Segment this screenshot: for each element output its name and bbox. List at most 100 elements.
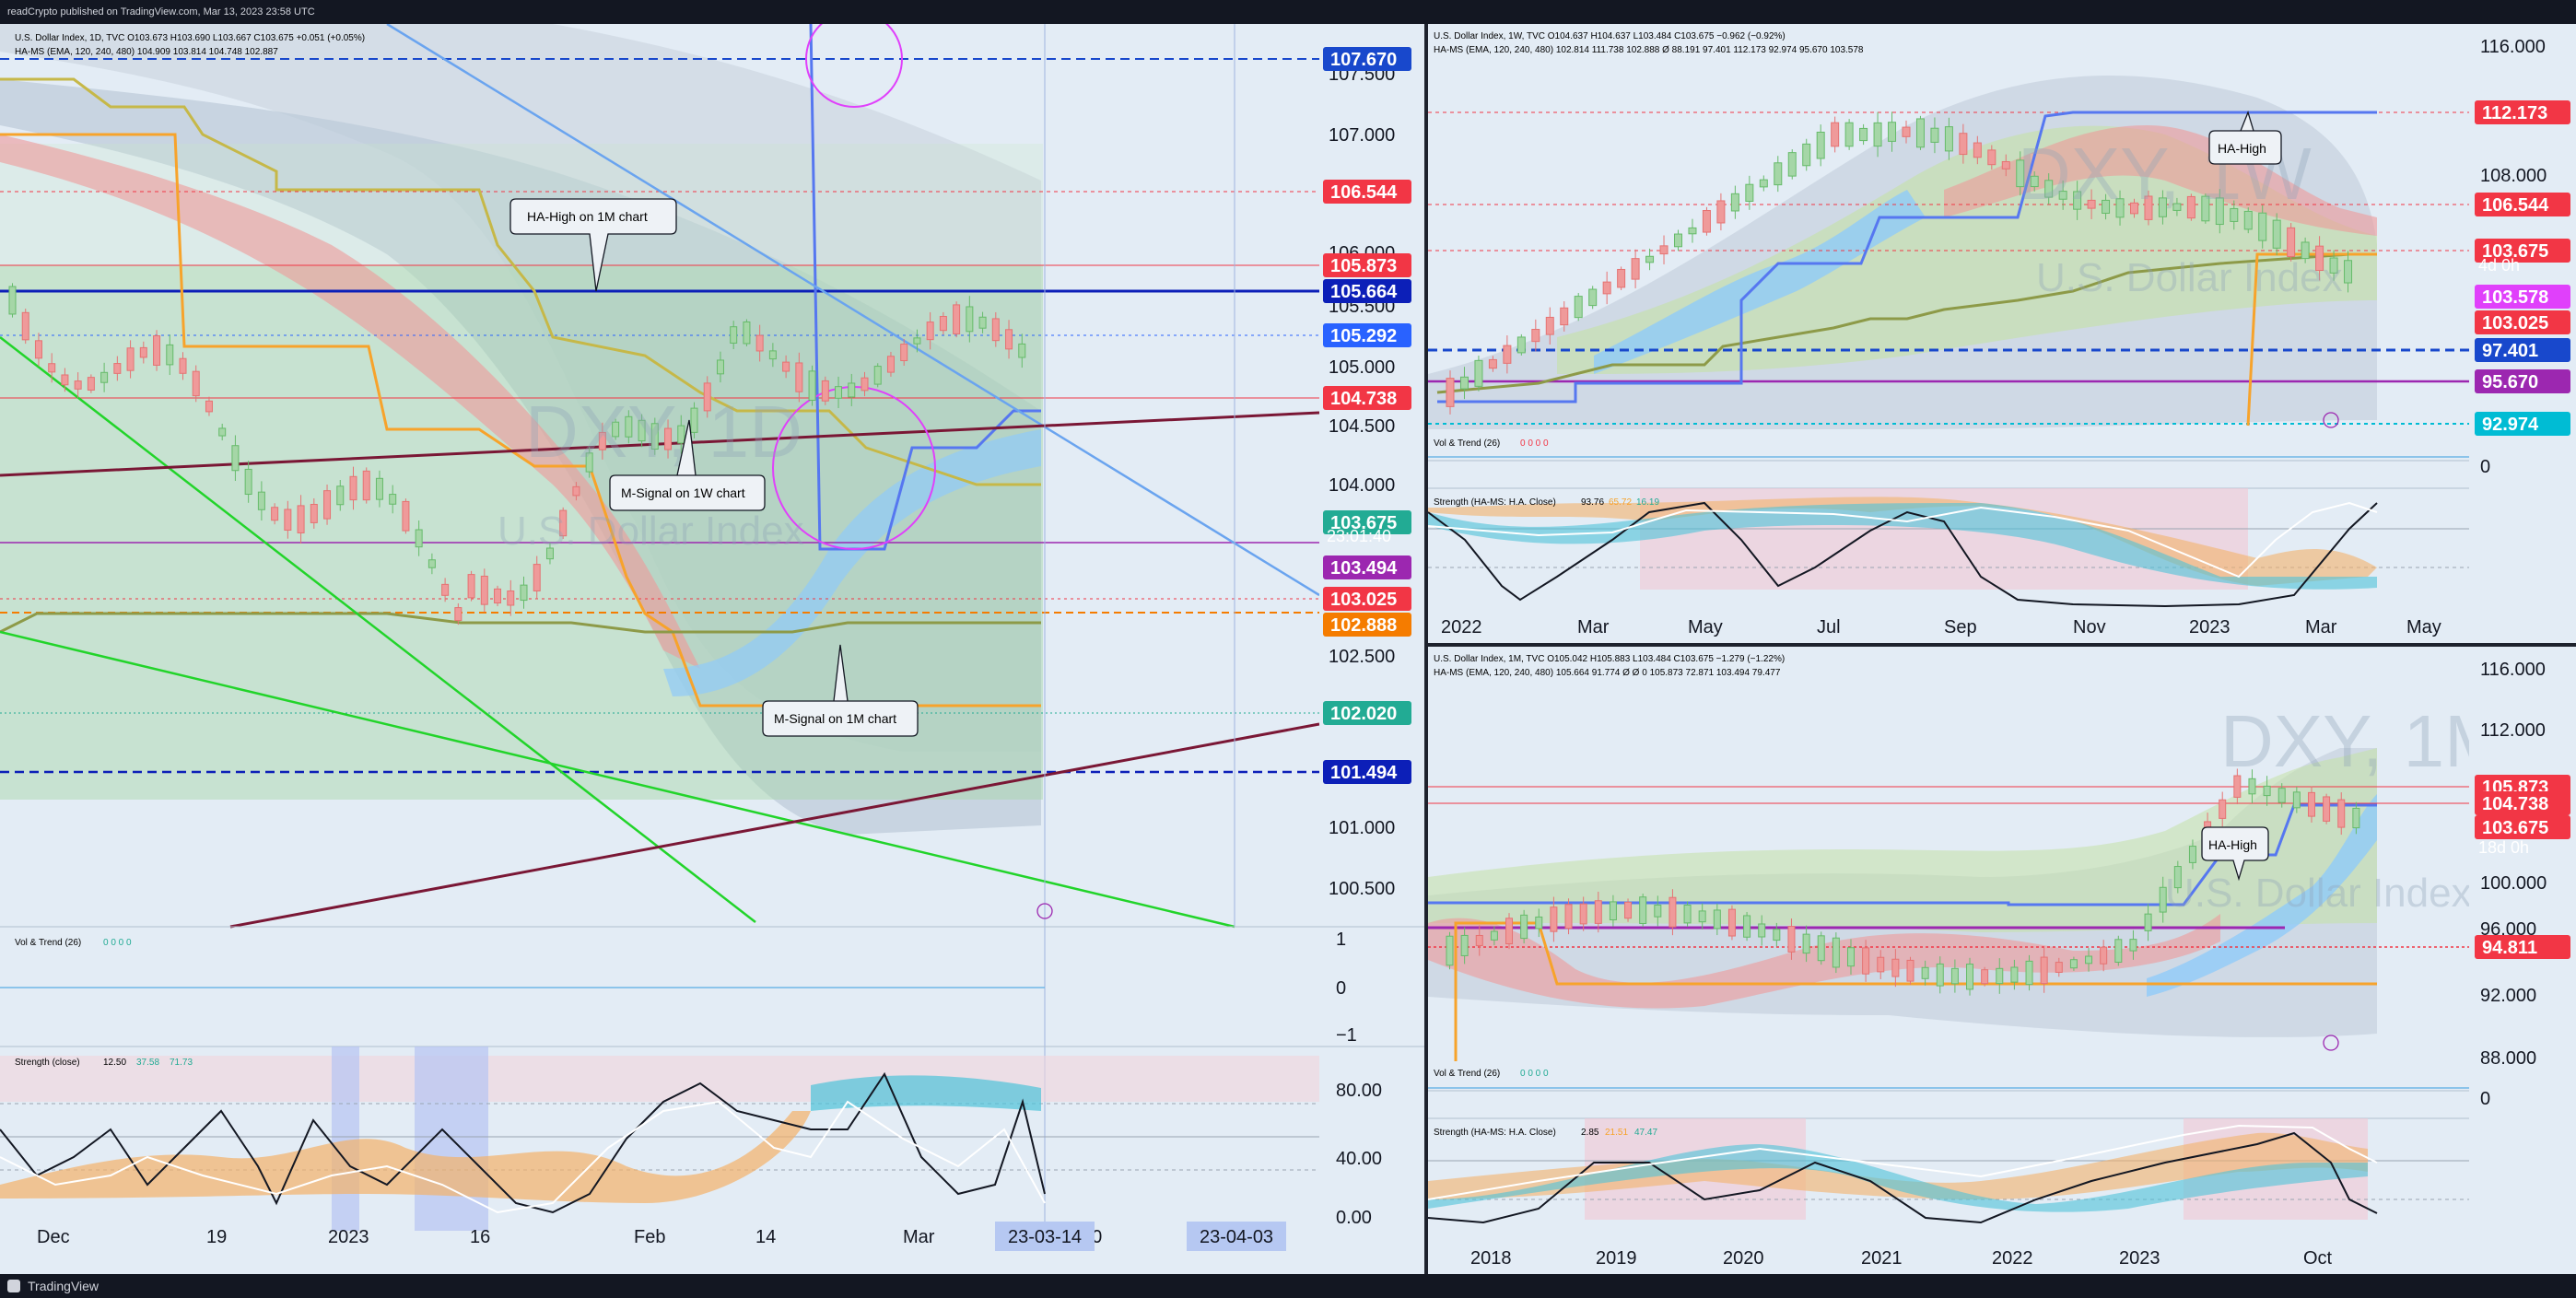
daily-strength-black-line [0,1071,1046,1214]
candle-body [349,475,357,501]
candle-body [690,407,698,433]
candle-body [598,431,606,450]
x-tick-label: Nov [2073,617,2106,637]
daily-event-marker-icon[interactable] [1036,903,1053,919]
monthly-callout-ha-high-text: HA-High [2208,837,2257,852]
callout-ha-high-1m-text: HA-High on 1M chart [527,209,648,224]
candle-body [2114,939,2123,963]
candle-body [1560,307,1569,326]
monthly-price-axis[interactable] [2469,647,2576,1274]
candle-body [8,286,17,315]
candle-body [1959,133,1968,156]
daily-maroon-trend-1 [0,411,1320,477]
price-label-text: 104.738 [1330,389,1397,409]
callout-msignal-1m-text: M-Signal on 1M chart [774,711,896,726]
callout-msignal-1w: M-Signal on 1W chart [609,419,766,511]
candle-body [1550,906,1558,932]
monthly-time-axis[interactable] [1428,1241,2576,1274]
candle-body [1987,149,1996,166]
candle-body [113,363,122,374]
weekly-chart-svg[interactable]: DXY, 1W U.S. Dollar Index HA-High U.S. D… [1428,24,2576,643]
candle-body [873,366,882,385]
price-label-bg [1323,253,1411,277]
daily-vol-values: 0 0 0 0 [103,938,132,948]
weekly-watermark-sub: U.S. Dollar Index [2036,255,2343,300]
candle-body [821,380,829,402]
weekly-strength-v1: 93.76 [1581,497,1604,508]
monthly-chart-svg[interactable]: DXY, 1M U.S. Dollar Index HA-High U.S. D… [1428,647,2576,1274]
daily-blue-ribbon [663,429,1041,696]
candle-body [612,421,620,438]
monthly-legend-hams: HA-MS (EMA, 120, 240, 480) 105.664 91.77… [1434,668,1781,678]
candle-body [284,509,292,532]
price-label-text: 104.738 [2482,794,2548,814]
candle-body [2058,191,2067,200]
daily-price-axis[interactable] [1319,24,1424,1274]
weekly-event-marker-icon[interactable] [2323,412,2339,428]
monthly-strength-white-line [1428,1124,2378,1200]
candle-body [61,374,69,386]
daily-orange-step [0,133,1041,707]
candle-body [1474,359,1483,387]
daily-strength-v1: 12.50 [103,1058,126,1068]
monthly-event-marker-icon[interactable] [2323,1035,2339,1051]
monthly-vol-values: 0 0 0 0 [1520,1069,1549,1079]
x-tick-label: Jul [1817,617,1841,637]
candle-body [1669,896,1677,928]
price-label: 103.675 [2475,815,2570,839]
monthly-x-ticks: 2018 2019 2020 2021 2022 2023 Oct [1470,1248,2333,1269]
weekly-orange-step [2246,252,2377,427]
y-tick-label: 102.500 [1329,647,1395,667]
candle-body [861,377,869,392]
y-tick-label: 116.000 [2480,660,2546,680]
daily-green-trend-2 [0,630,1235,929]
candle-body [2159,886,2167,913]
candle-body [297,505,305,533]
daily-chart-panel[interactable]: DXY, 1D U.S. Dollar Index HA-High on 1M … [0,24,1424,1274]
candle-body [585,452,593,473]
candle-body [34,340,42,359]
weekly-red-ribbon [1944,125,2377,236]
daily-x-highlight2-box [1187,1222,1286,1251]
daily-strength-v3: 71.73 [170,1058,193,1068]
candle-body [1488,358,1497,369]
candle-body [271,507,279,521]
candle-body [1531,329,1540,343]
price-label: 101.494 [1323,760,1411,784]
candle-body [2069,959,2078,969]
weekly-strength-v3: 16.19 [1636,497,1659,508]
monthly-callout-ha-high: HA-High [2201,826,2269,882]
candle-body [1873,122,1882,147]
monthly-chart-panel[interactable]: DXY, 1M U.S. Dollar Index HA-High U.S. D… [1428,647,2576,1274]
daily-maroon-trend-2 [229,722,1320,929]
daily-vol-tick-1: 1 [1336,930,1346,950]
daily-strength-cyan-area [811,1075,1041,1111]
price-label: 112.173 [2475,100,2570,124]
candle-body [1564,904,1573,930]
candle-body [1490,930,1498,941]
price-label-text: 92.974 [2482,415,2539,435]
price-label-text: 101.494 [1330,763,1398,783]
price-label-bg [1323,180,1411,204]
candle-body [1743,915,1751,938]
weekly-time-axis[interactable] [1428,610,2576,643]
candle-body [1906,959,1914,982]
weekly-strength-white-line [1428,501,2378,579]
y-tick-label: 107.000 [1329,125,1395,146]
candle-body [2172,203,2182,211]
x-tick-label: 2018 [1470,1248,1512,1269]
weekly-vol-legend: Vol & Trend (26) [1434,439,1500,449]
monthly-candles [1446,768,2360,996]
price-label-bg [2475,338,2570,362]
daily-chart-svg[interactable]: DXY, 1D U.S. Dollar Index HA-High on 1M … [0,24,1424,1274]
daily-yellow-step [0,77,1041,486]
price-label-text: 103.025 [1330,590,1397,610]
candle-body [1745,183,1754,202]
candle-body [545,547,554,560]
candle-body [2258,212,2267,241]
candle-body [2030,175,2039,188]
price-label: 103.578 [2475,285,2570,309]
candle-body [2272,219,2281,249]
weekly-chart-panel[interactable]: DXY, 1W U.S. Dollar Index HA-High U.S. D… [1428,24,2576,643]
